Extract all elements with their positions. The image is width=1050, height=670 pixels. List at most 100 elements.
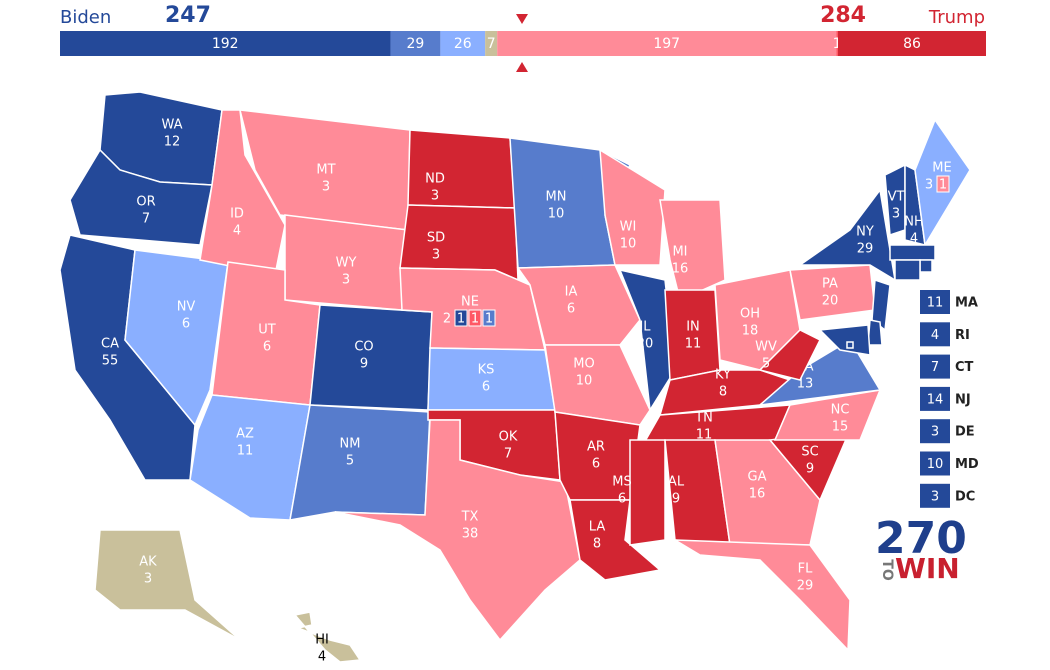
state-votes: 7	[504, 447, 512, 462]
district-votes: 1	[939, 178, 947, 193]
state-abbr: MI	[672, 245, 687, 260]
state	[599, 148, 666, 266]
side-votes: 3	[931, 425, 939, 440]
tally-segment	[440, 31, 486, 56]
state	[293, 611, 362, 663]
state-votes: 11	[237, 444, 254, 459]
state-abbr: OK	[499, 430, 518, 445]
right-name: Trump	[928, 7, 985, 28]
tally-segment	[485, 31, 498, 56]
state	[758, 329, 822, 381]
state-abbr: AL	[668, 475, 685, 490]
state-abbr: IN	[686, 320, 700, 335]
left-name: Biden	[60, 7, 111, 28]
state-abbr: UT	[258, 323, 276, 338]
district-box	[468, 309, 482, 327]
state	[797, 188, 897, 282]
state-abbr: FL	[798, 562, 813, 577]
state-abbr: TN	[694, 411, 713, 426]
state	[618, 268, 676, 413]
state-votes: 6	[567, 302, 575, 317]
side-votes: 14	[927, 392, 944, 407]
side-box	[920, 419, 950, 444]
state-votes: 4	[318, 650, 326, 665]
state-votes: 16	[749, 487, 766, 502]
state-votes: 6	[182, 317, 190, 332]
tally-label: 7	[487, 36, 496, 52]
state	[846, 341, 854, 349]
state	[867, 319, 883, 346]
tally-segment	[497, 31, 837, 56]
state-votes: 11	[696, 428, 713, 443]
state	[789, 264, 876, 321]
state-abbr: WY	[336, 256, 357, 271]
side-abbr: NJ	[955, 392, 971, 407]
state-votes: 3	[925, 178, 933, 193]
state	[309, 304, 433, 411]
tally-label: 197	[653, 36, 680, 52]
state-votes: 5	[762, 357, 770, 372]
state-votes: 6	[592, 457, 600, 472]
state-votes: 8	[719, 385, 727, 400]
tally-segment	[60, 31, 391, 56]
state-votes: 15	[832, 420, 849, 435]
state-abbr: NE	[461, 295, 479, 310]
state-abbr: NV	[177, 300, 196, 315]
tally-label: 192	[212, 36, 239, 52]
state-abbr: VT	[888, 190, 905, 205]
district-box	[482, 309, 496, 327]
state	[629, 439, 666, 546]
marker-bottom	[516, 62, 528, 72]
side-votes: 10	[927, 457, 944, 472]
state-abbr: ID	[230, 207, 244, 222]
state-abbr: CA	[101, 337, 119, 352]
state	[714, 439, 821, 546]
state-votes: 7	[142, 212, 150, 227]
state	[407, 129, 516, 209]
logo-small: TO	[879, 559, 895, 581]
state-votes: 6	[263, 340, 271, 355]
tally-label: 1	[833, 36, 842, 52]
state-votes: 29	[857, 242, 874, 257]
side-abbr: CT	[955, 360, 974, 375]
state-votes: 38	[462, 527, 479, 542]
state	[544, 344, 651, 426]
state-abbr: CO	[354, 340, 373, 355]
state-votes: 3	[892, 207, 900, 222]
state-votes: 3	[432, 248, 440, 263]
state-abbr: MO	[573, 357, 594, 372]
state	[334, 419, 581, 642]
state-abbr: SD	[427, 231, 445, 246]
state	[894, 259, 921, 281]
state	[818, 324, 871, 356]
state-abbr: ND	[425, 172, 445, 187]
state-votes: 20	[637, 337, 654, 352]
state-votes: 10	[548, 207, 565, 222]
district-votes: 1	[457, 312, 465, 327]
state-votes: 11	[685, 337, 702, 352]
state-votes: 3	[322, 180, 330, 195]
state-abbr: ME	[932, 161, 951, 176]
tally-segment	[390, 31, 441, 56]
side-box	[920, 322, 950, 347]
state-abbr: OR	[136, 195, 155, 210]
state-abbr: PA	[822, 277, 838, 292]
state-abbr: GA	[748, 470, 767, 485]
district-box	[454, 309, 468, 327]
state-abbr: NY	[856, 225, 874, 240]
tally-label: 29	[407, 36, 425, 52]
state-votes: 13	[797, 377, 814, 392]
side-box	[920, 483, 950, 508]
state	[289, 404, 431, 521]
state-abbr: KS	[478, 363, 495, 378]
state-abbr: NH	[904, 215, 924, 230]
state-abbr: IL	[639, 320, 651, 335]
state	[871, 278, 891, 332]
state-abbr: MT	[316, 163, 335, 178]
state-votes: 29	[797, 579, 814, 594]
side-box	[920, 354, 950, 379]
state-abbr: OH	[740, 307, 760, 322]
state-votes: 16	[672, 262, 689, 277]
state-votes: 4	[233, 224, 241, 239]
state-abbr: WV	[755, 340, 777, 355]
